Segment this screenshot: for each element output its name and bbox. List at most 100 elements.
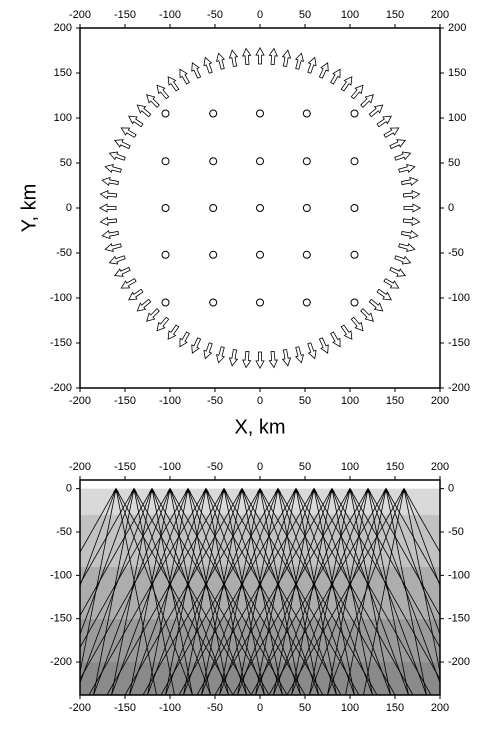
ray — [80, 488, 153, 617]
station — [161, 109, 170, 118]
arrow — [294, 52, 304, 70]
arrow — [203, 342, 213, 360]
x-tick-label: -50 — [207, 461, 223, 473]
arrow — [179, 331, 190, 348]
arrow — [242, 47, 252, 66]
ray — [133, 488, 175, 695]
arrow — [128, 115, 144, 128]
arrow — [360, 308, 374, 322]
arrow — [330, 68, 341, 85]
y-tick-label: -100 — [50, 292, 72, 304]
ray — [129, 488, 207, 695]
source — [221, 487, 227, 493]
arrow — [318, 62, 329, 79]
y-tick-label: -150 — [50, 613, 72, 625]
ray — [295, 488, 337, 695]
arrow — [389, 139, 406, 150]
arrow — [228, 349, 239, 367]
station — [302, 298, 311, 307]
ray — [93, 488, 171, 695]
source — [329, 487, 335, 493]
x-tick-label: 0 — [257, 9, 263, 21]
station — [302, 109, 311, 118]
x-tick-label: 0 — [257, 461, 263, 473]
ray — [403, 488, 440, 587]
arrow — [203, 56, 213, 74]
station — [209, 250, 218, 259]
ray — [183, 488, 261, 695]
arrow — [98, 203, 117, 213]
ray — [80, 488, 117, 587]
station — [256, 298, 264, 307]
x-axis-label: X, km — [234, 416, 285, 438]
x-tick-label: -100 — [159, 461, 181, 473]
arrow — [156, 84, 170, 100]
arrow — [394, 151, 412, 161]
ray — [151, 488, 193, 695]
arrow — [402, 216, 421, 226]
y-tick-label: -150 — [448, 613, 470, 625]
arrow — [179, 68, 190, 85]
source — [167, 487, 173, 493]
y-tick-label: -200 — [50, 382, 72, 394]
ray — [205, 488, 247, 695]
station — [161, 204, 170, 212]
arrow — [398, 164, 416, 174]
ray — [115, 488, 157, 695]
ray — [223, 488, 265, 695]
arrow — [268, 350, 278, 369]
y-tick-label: -200 — [448, 382, 470, 394]
source — [149, 487, 155, 493]
arrow — [104, 242, 122, 252]
y-tick-label: -200 — [448, 656, 470, 668]
arrow — [128, 288, 144, 301]
station — [209, 204, 218, 212]
y-tick-label: 50 — [60, 157, 72, 169]
ray — [223, 488, 342, 695]
ray — [295, 488, 414, 695]
arrow — [350, 316, 364, 332]
station — [350, 298, 359, 307]
station — [256, 250, 264, 259]
arrow — [146, 308, 160, 322]
ray — [80, 488, 135, 585]
x-tick-label: -200 — [69, 9, 91, 21]
x-tick-label: -50 — [207, 9, 223, 21]
x-tick-label: 150 — [386, 461, 404, 473]
ray — [363, 488, 405, 695]
x-tick-label: -200 — [69, 395, 91, 407]
x-tick-label: 50 — [299, 395, 311, 407]
ray — [255, 488, 333, 695]
arrow — [167, 324, 180, 340]
arrow — [368, 104, 384, 118]
ray — [250, 488, 369, 695]
y-tick-label: 100 — [54, 112, 72, 124]
ray — [178, 488, 297, 695]
y-tick-label: 0 — [448, 202, 454, 214]
ray — [88, 488, 207, 695]
source — [293, 487, 299, 493]
x-tick-label: 150 — [386, 9, 404, 21]
station — [350, 204, 359, 212]
y-axis-label: Y, km — [18, 184, 40, 233]
source — [365, 487, 371, 493]
ray — [169, 488, 211, 695]
y-tick-label: 200 — [448, 22, 466, 34]
x-tick-label: 0 — [257, 395, 263, 407]
ray — [124, 488, 243, 695]
x-tick-label: 100 — [341, 461, 359, 473]
arrow — [146, 94, 160, 108]
y-tick-label: -100 — [448, 569, 470, 581]
x-tick-label: -50 — [207, 702, 223, 714]
arrow — [255, 46, 265, 65]
arrow — [99, 216, 118, 226]
x-tick-label: -50 — [207, 395, 223, 407]
ray — [133, 488, 252, 695]
ray — [241, 488, 283, 695]
x-tick-label: -150 — [114, 9, 136, 21]
source — [113, 487, 119, 493]
station — [302, 250, 311, 259]
ray — [313, 488, 355, 695]
ray — [331, 488, 440, 680]
